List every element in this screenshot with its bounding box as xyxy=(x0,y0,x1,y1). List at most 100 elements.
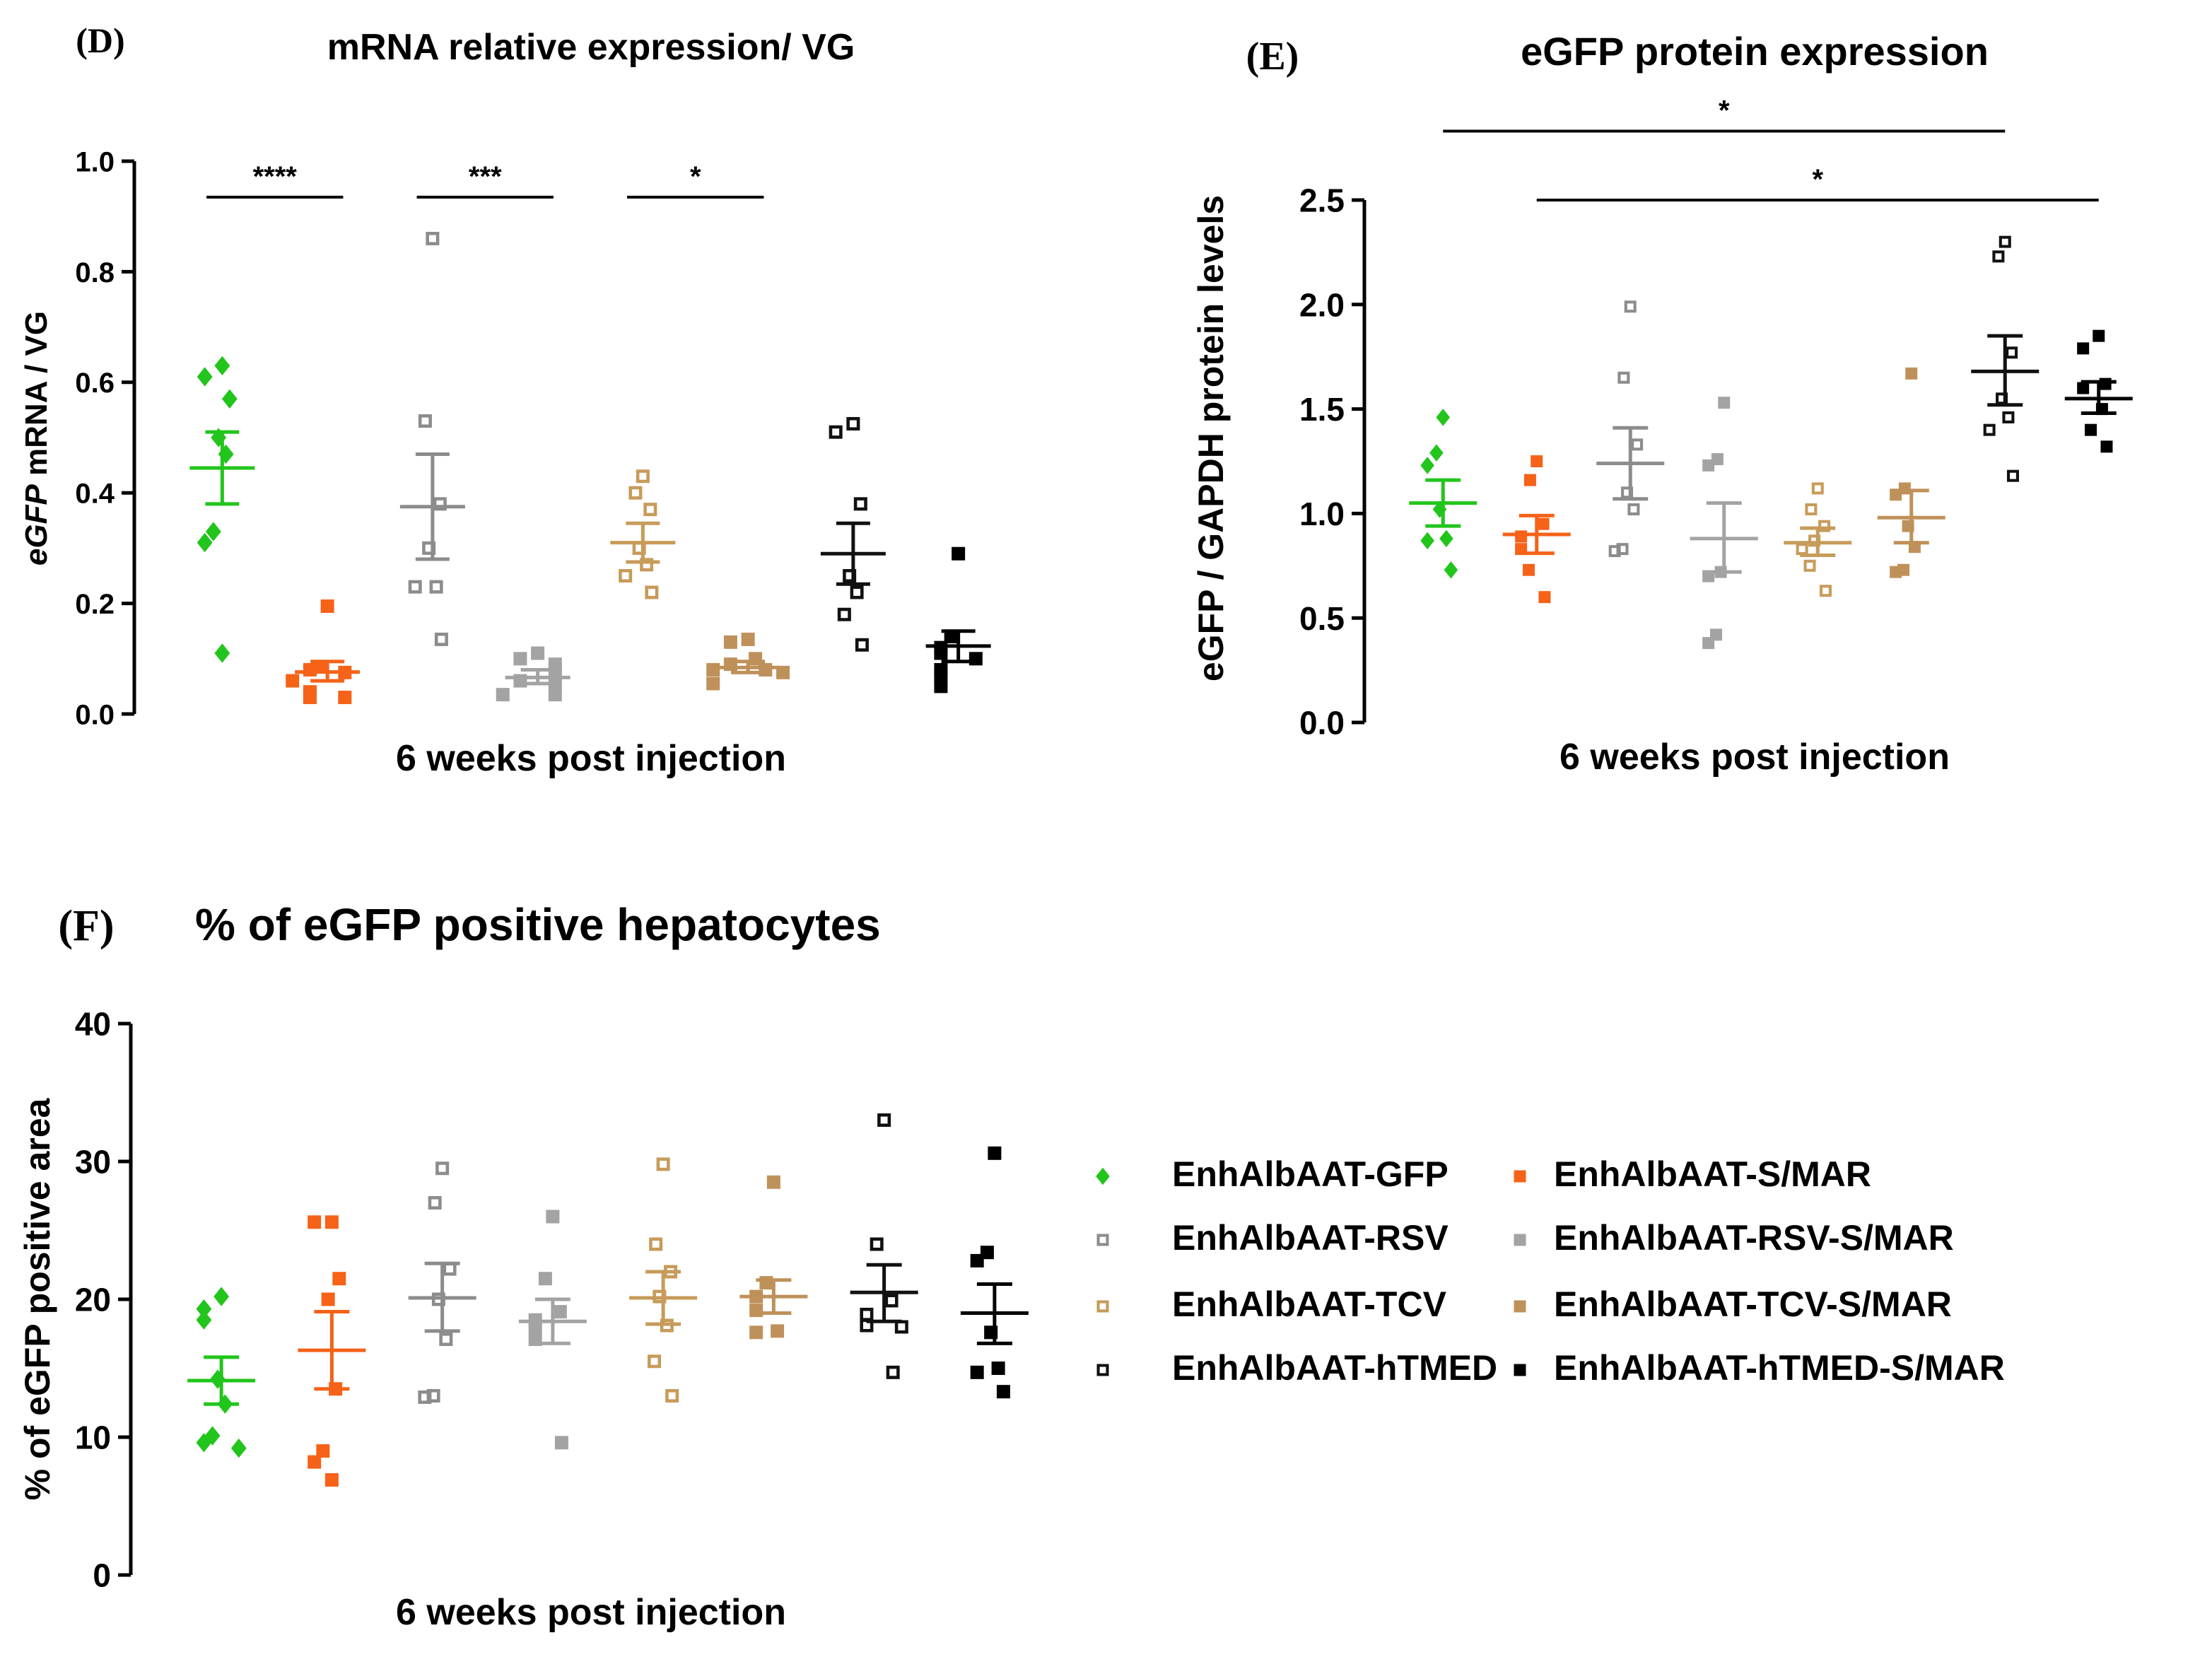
legend-label: EnhAlbAAT-GFP xyxy=(1172,1154,1449,1194)
data-point xyxy=(619,569,633,583)
data-point xyxy=(553,1305,567,1319)
group-2 xyxy=(399,231,465,646)
data-point xyxy=(1617,371,1630,384)
legend-entry: EnhAlbAAT-hTMED xyxy=(1096,1348,1497,1388)
panel-letter: (E) xyxy=(1246,35,1299,78)
data-point xyxy=(196,1433,212,1453)
data-point xyxy=(952,546,966,561)
data-point xyxy=(433,497,447,511)
legend-marker xyxy=(1096,1300,1109,1313)
data-point xyxy=(749,1325,763,1340)
group-6 xyxy=(1971,235,2040,482)
group-3 xyxy=(496,646,570,702)
data-point xyxy=(988,1146,1002,1160)
data-point xyxy=(320,599,334,614)
data-point xyxy=(1718,397,1731,409)
data-point xyxy=(1439,529,1453,548)
y-tick-label: 2.0 xyxy=(1299,286,1345,323)
x-axis-label: 6 weeks post injection xyxy=(396,1592,786,1633)
group-6 xyxy=(850,1113,918,1379)
data-point xyxy=(196,1310,212,1330)
data-point xyxy=(766,1175,780,1189)
legend-entry: EnhAlbAAT-TCV xyxy=(1096,1284,1447,1324)
y-tick-label: 0.0 xyxy=(75,699,115,730)
data-point xyxy=(1538,591,1551,604)
data-point xyxy=(538,1272,552,1286)
group-3 xyxy=(518,1210,587,1450)
y-tick-label: 0.4 xyxy=(75,479,115,510)
data-point xyxy=(546,1210,560,1224)
data-point xyxy=(1523,563,1535,576)
group-6 xyxy=(820,416,886,652)
legend-marker xyxy=(1514,1170,1526,1183)
y-tick-label: 0.5 xyxy=(1299,600,1345,637)
data-point xyxy=(759,662,773,677)
legend-entry: EnhAlbAAT-hTMED-S/MAR xyxy=(1514,1348,2005,1388)
data-point xyxy=(944,630,958,644)
data-point xyxy=(2077,382,2090,394)
group-7 xyxy=(2064,329,2133,453)
legend-entry: EnhAlbAAT-S/MAR xyxy=(1514,1154,1871,1194)
data-point xyxy=(894,1320,908,1334)
data-point xyxy=(723,635,737,649)
legend-entry: EnhAlbAAT-RSV xyxy=(1096,1218,1449,1258)
data-point xyxy=(439,1333,453,1347)
data-point xyxy=(1796,543,1808,556)
y-tick-label: 10 xyxy=(75,1419,111,1456)
y-ticks: 0 10 20 30 40 xyxy=(75,1006,131,1594)
data-point xyxy=(706,677,720,691)
data-point xyxy=(970,1365,984,1379)
y-ticks: 0.0 0.2 0.4 0.6 0.8 1.0 xyxy=(75,146,134,730)
data-point xyxy=(408,580,422,594)
legend-marker xyxy=(1096,1234,1109,1246)
data-point xyxy=(855,638,869,652)
y-axis-label: eGFP / GAPDH protein levels xyxy=(1191,195,1231,681)
data-point xyxy=(213,1287,230,1306)
y-axis-label-text: mRNA / VG xyxy=(19,311,54,484)
data-point xyxy=(1420,532,1434,550)
data-point xyxy=(970,1253,984,1267)
data-point xyxy=(324,1215,339,1229)
chart-title: % of eGFP positive hepatocytes xyxy=(195,899,881,950)
data-point xyxy=(1523,474,1536,486)
data-point xyxy=(1702,637,1715,650)
data-point xyxy=(2006,346,2018,359)
y-tick-label: 1.5 xyxy=(1299,391,1345,428)
data-point xyxy=(338,691,352,705)
chart-title: eGFP protein expression xyxy=(1521,29,1989,74)
data-point xyxy=(877,1113,891,1128)
x-axis-label: 6 weeks post injection xyxy=(396,738,786,779)
significance-label: **** xyxy=(253,161,298,192)
data-point xyxy=(221,389,238,409)
significance-bar: * xyxy=(1443,95,2006,133)
data-point xyxy=(759,1276,773,1290)
group-4 xyxy=(1784,482,1852,597)
data-point xyxy=(1702,459,1715,472)
data-point xyxy=(1624,300,1637,313)
data-point xyxy=(1803,559,1816,572)
data-point xyxy=(870,1237,884,1251)
data-point xyxy=(332,1272,346,1286)
data-point xyxy=(934,679,948,693)
data-point xyxy=(837,607,851,621)
legend-entry: EnhAlbAAT-TCV-S/MAR xyxy=(1514,1284,1952,1324)
significance-bar: * xyxy=(627,161,764,199)
data-point xyxy=(706,662,720,677)
legend-label: EnhAlbAAT-TCV xyxy=(1172,1284,1447,1324)
data-point xyxy=(1627,503,1640,515)
data-point xyxy=(1890,566,1902,578)
y-ticks: 0.0 0.5 1.0 1.5 2.0 2.5 xyxy=(1299,182,1364,742)
data-point xyxy=(428,1196,442,1210)
y-axis-label: eGFP mRNA / VG xyxy=(19,311,54,566)
data-point xyxy=(1537,517,1550,530)
data-point xyxy=(649,1237,663,1251)
significance-bar: *** xyxy=(416,161,554,199)
data-point xyxy=(1992,250,2005,263)
legend-marker xyxy=(1096,1167,1110,1185)
data-point xyxy=(548,662,562,677)
legend-label: EnhAlbAAT-RSV-S/MAR xyxy=(1554,1218,1954,1258)
data-point xyxy=(443,1262,457,1276)
group-5 xyxy=(739,1175,808,1340)
group-2 xyxy=(1596,300,1665,558)
group-4 xyxy=(629,1157,698,1403)
